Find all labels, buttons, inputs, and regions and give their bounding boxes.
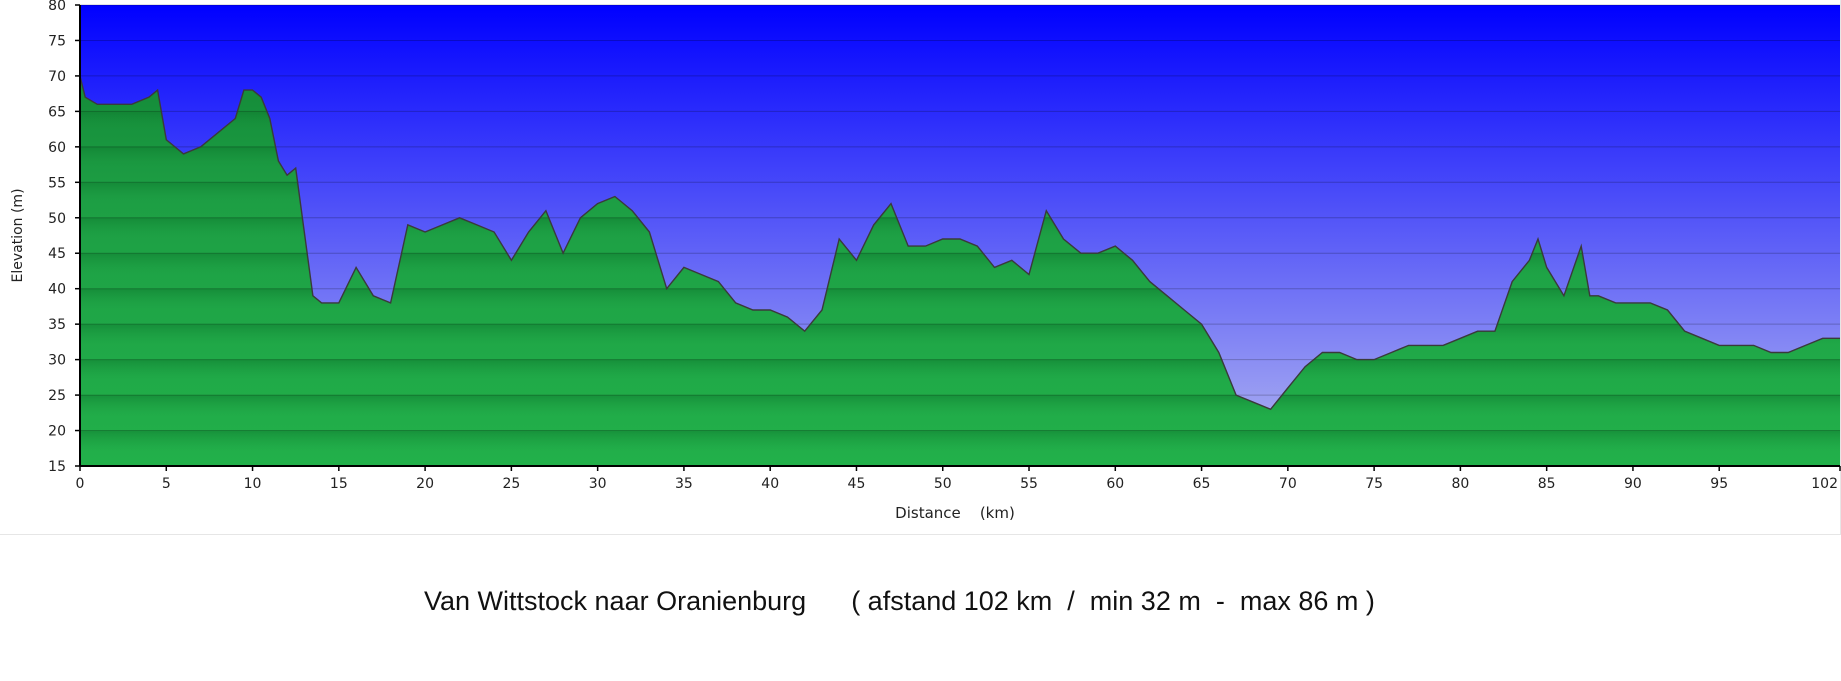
y-tick-label: 60 (48, 140, 66, 156)
y-tick-label: 50 (48, 211, 66, 227)
x-tick-label: 75 (1365, 476, 1383, 492)
x-tick-label: 5 (162, 476, 171, 492)
y-axis-label: Elevation (m) (10, 188, 26, 282)
elevation-chart: 15 20 25 30 35 40 45 50 55 60 65 70 75 80 0 5 10 15 20 25 3… (10, 0, 1841, 522)
x-tick-label: 40 (761, 476, 779, 492)
x-tick-label: 25 (502, 476, 520, 492)
y-tick-label: 75 (48, 33, 66, 49)
x-tick-label: 70 (1279, 476, 1297, 492)
x-tick-label: 102 (1811, 476, 1838, 492)
shading-band (80, 359, 1840, 396)
grid-lines (80, 4, 1840, 432)
x-tick-label: 55 (1020, 476, 1038, 492)
x-tick-label: 90 (1624, 476, 1642, 492)
y-tick-label: 45 (48, 246, 66, 262)
x-tick-label: 95 (1710, 476, 1728, 492)
elevation-line (79, 75, 1840, 411)
x-tick-label: 30 (589, 476, 607, 492)
x-tick-label: 10 (244, 476, 262, 492)
y-tick-label: 15 (48, 459, 66, 475)
x-tick-label: 50 (934, 476, 952, 492)
x-tick-label: 80 (1451, 476, 1469, 492)
x-tick-label: 15 (330, 476, 348, 492)
y-tick-label: 20 (48, 424, 66, 440)
y-tick-label: 70 (48, 69, 66, 85)
x-tick-label: 60 (1106, 476, 1124, 492)
x-tick-label: 45 (848, 476, 866, 492)
x-axis-ticks: 0 5 10 15 20 25 30 35 40 45 50 55 60 65 70 75 80 85 90 95 10… (76, 466, 1841, 492)
shading-band (80, 395, 1840, 431)
chart-caption: Van Wittstock naar Oranienburg ( afstand… (0, 586, 1841, 648)
x-tick-label: 65 (1193, 476, 1211, 492)
y-tick-label: 25 (48, 388, 66, 404)
shading-band (80, 288, 1840, 325)
y-tick-label: 65 (48, 104, 66, 120)
x-tick-label: 35 (675, 476, 693, 492)
elevation-chart-panel: 15 20 25 30 35 40 45 50 55 60 65 70 75 80 0 5 10 15 20 25 3… (0, 0, 1841, 535)
shading-band (80, 324, 1840, 360)
x-tick-label: 0 (76, 476, 85, 492)
x-tick-label: 85 (1538, 476, 1556, 492)
y-tick-label: 40 (48, 282, 66, 298)
y-axis-ticks: 15 20 25 30 35 40 45 50 55 60 65 70 75 80 (48, 0, 80, 475)
y-tick-label: 30 (48, 353, 66, 369)
shading-band (80, 430, 1840, 466)
y-tick-label: 55 (48, 175, 66, 191)
x-tick-label: 20 (416, 476, 434, 492)
y-tick-label: 80 (48, 0, 66, 14)
caption-text: Van Wittstock naar Oranienburg ( afstand… (424, 586, 1375, 616)
y-tick-label: 35 (48, 317, 66, 333)
x-axis-label: Distance (km) (895, 504, 1015, 522)
